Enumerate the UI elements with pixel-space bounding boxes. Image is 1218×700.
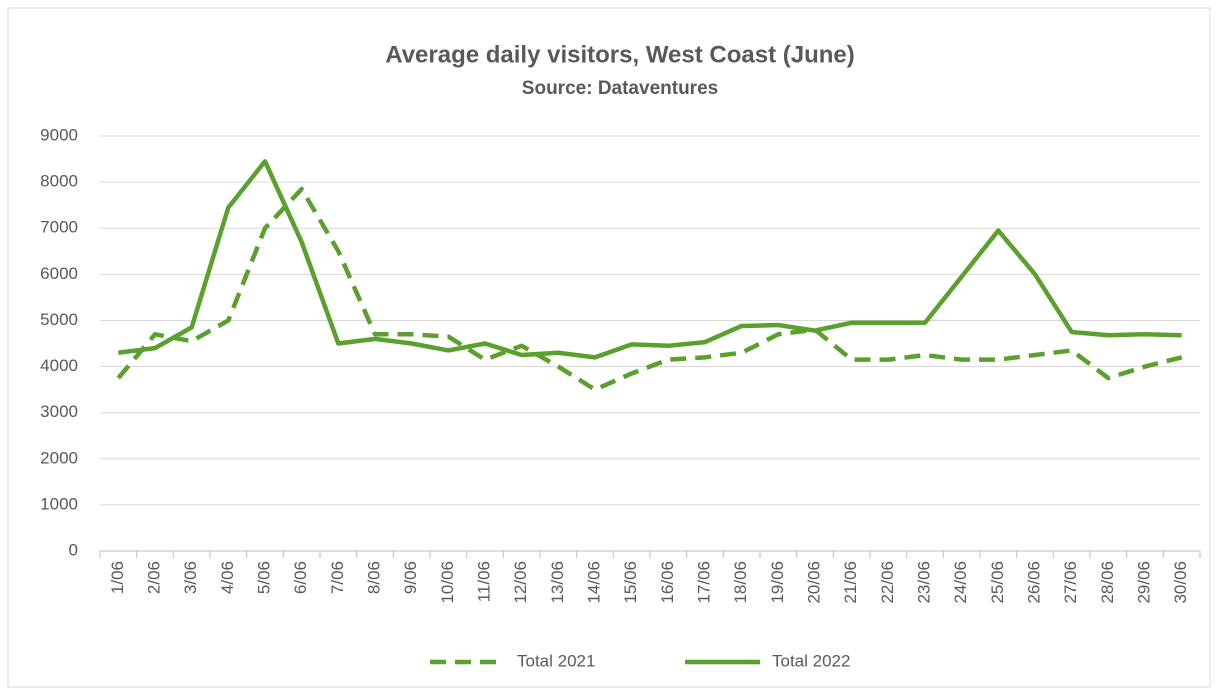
y-tick-label: 6000 <box>40 264 78 283</box>
x-tick-label: 2/06 <box>144 561 163 594</box>
y-tick-label: 9000 <box>40 125 78 144</box>
x-tick-label: 4/06 <box>218 561 237 594</box>
y-tick-label: 7000 <box>40 218 78 237</box>
x-tick-label: 26/06 <box>1024 561 1043 604</box>
y-tick-label: 4000 <box>40 356 78 375</box>
x-tick-label: 19/06 <box>768 561 787 604</box>
x-tick-label: 3/06 <box>181 561 200 594</box>
x-tick-label: 7/06 <box>328 561 347 594</box>
x-tick-label: 14/06 <box>584 561 603 604</box>
x-tick-label: 1/06 <box>108 561 127 594</box>
series-line <box>118 159 1182 360</box>
x-tick-label: 20/06 <box>804 561 823 604</box>
x-tick-label: 9/06 <box>401 561 420 594</box>
x-tick-label: 21/06 <box>841 561 860 604</box>
chart-border <box>7 7 1211 688</box>
x-tick-label: 11/06 <box>474 561 493 602</box>
series-line <box>116 186 1183 392</box>
x-tick-label: 5/06 <box>254 561 273 594</box>
y-tick-label: 2000 <box>40 448 78 467</box>
x-tick-label: 12/06 <box>511 561 530 604</box>
x-tick-label: 6/06 <box>291 561 310 594</box>
x-tick-label: 23/06 <box>914 561 933 604</box>
y-tick-label: 1000 <box>40 494 78 513</box>
x-tick-label: 17/06 <box>694 561 713 604</box>
chart-subtitle: Source: Dataventures <box>522 78 718 99</box>
x-tick-label: 10/06 <box>438 561 457 604</box>
x-tick-label: 30/06 <box>1171 561 1190 604</box>
chart-title: Average daily visitors, West Coast (June… <box>385 41 855 68</box>
x-tick-label: 25/06 <box>988 561 1007 604</box>
y-tick-label: 0 <box>69 540 78 559</box>
x-tick-label: 24/06 <box>951 561 970 604</box>
x-tick-label: 16/06 <box>658 561 677 604</box>
x-tick-label: 29/06 <box>1134 561 1153 604</box>
y-tick-label: 8000 <box>40 172 78 191</box>
x-tick-label: 22/06 <box>878 561 897 604</box>
legend-label: Total 2021 <box>517 651 595 670</box>
x-tick-label: 18/06 <box>731 561 750 604</box>
x-tick-label: 8/06 <box>364 561 383 594</box>
x-tick-label: 28/06 <box>1098 561 1117 604</box>
x-tick-label: 27/06 <box>1061 561 1080 604</box>
x-tick-label: 15/06 <box>621 561 640 604</box>
y-tick-label: 3000 <box>40 402 78 421</box>
y-tick-label: 5000 <box>40 310 78 329</box>
legend-label: Total 2022 <box>772 651 850 670</box>
x-tick-label: 13/06 <box>548 561 567 604</box>
